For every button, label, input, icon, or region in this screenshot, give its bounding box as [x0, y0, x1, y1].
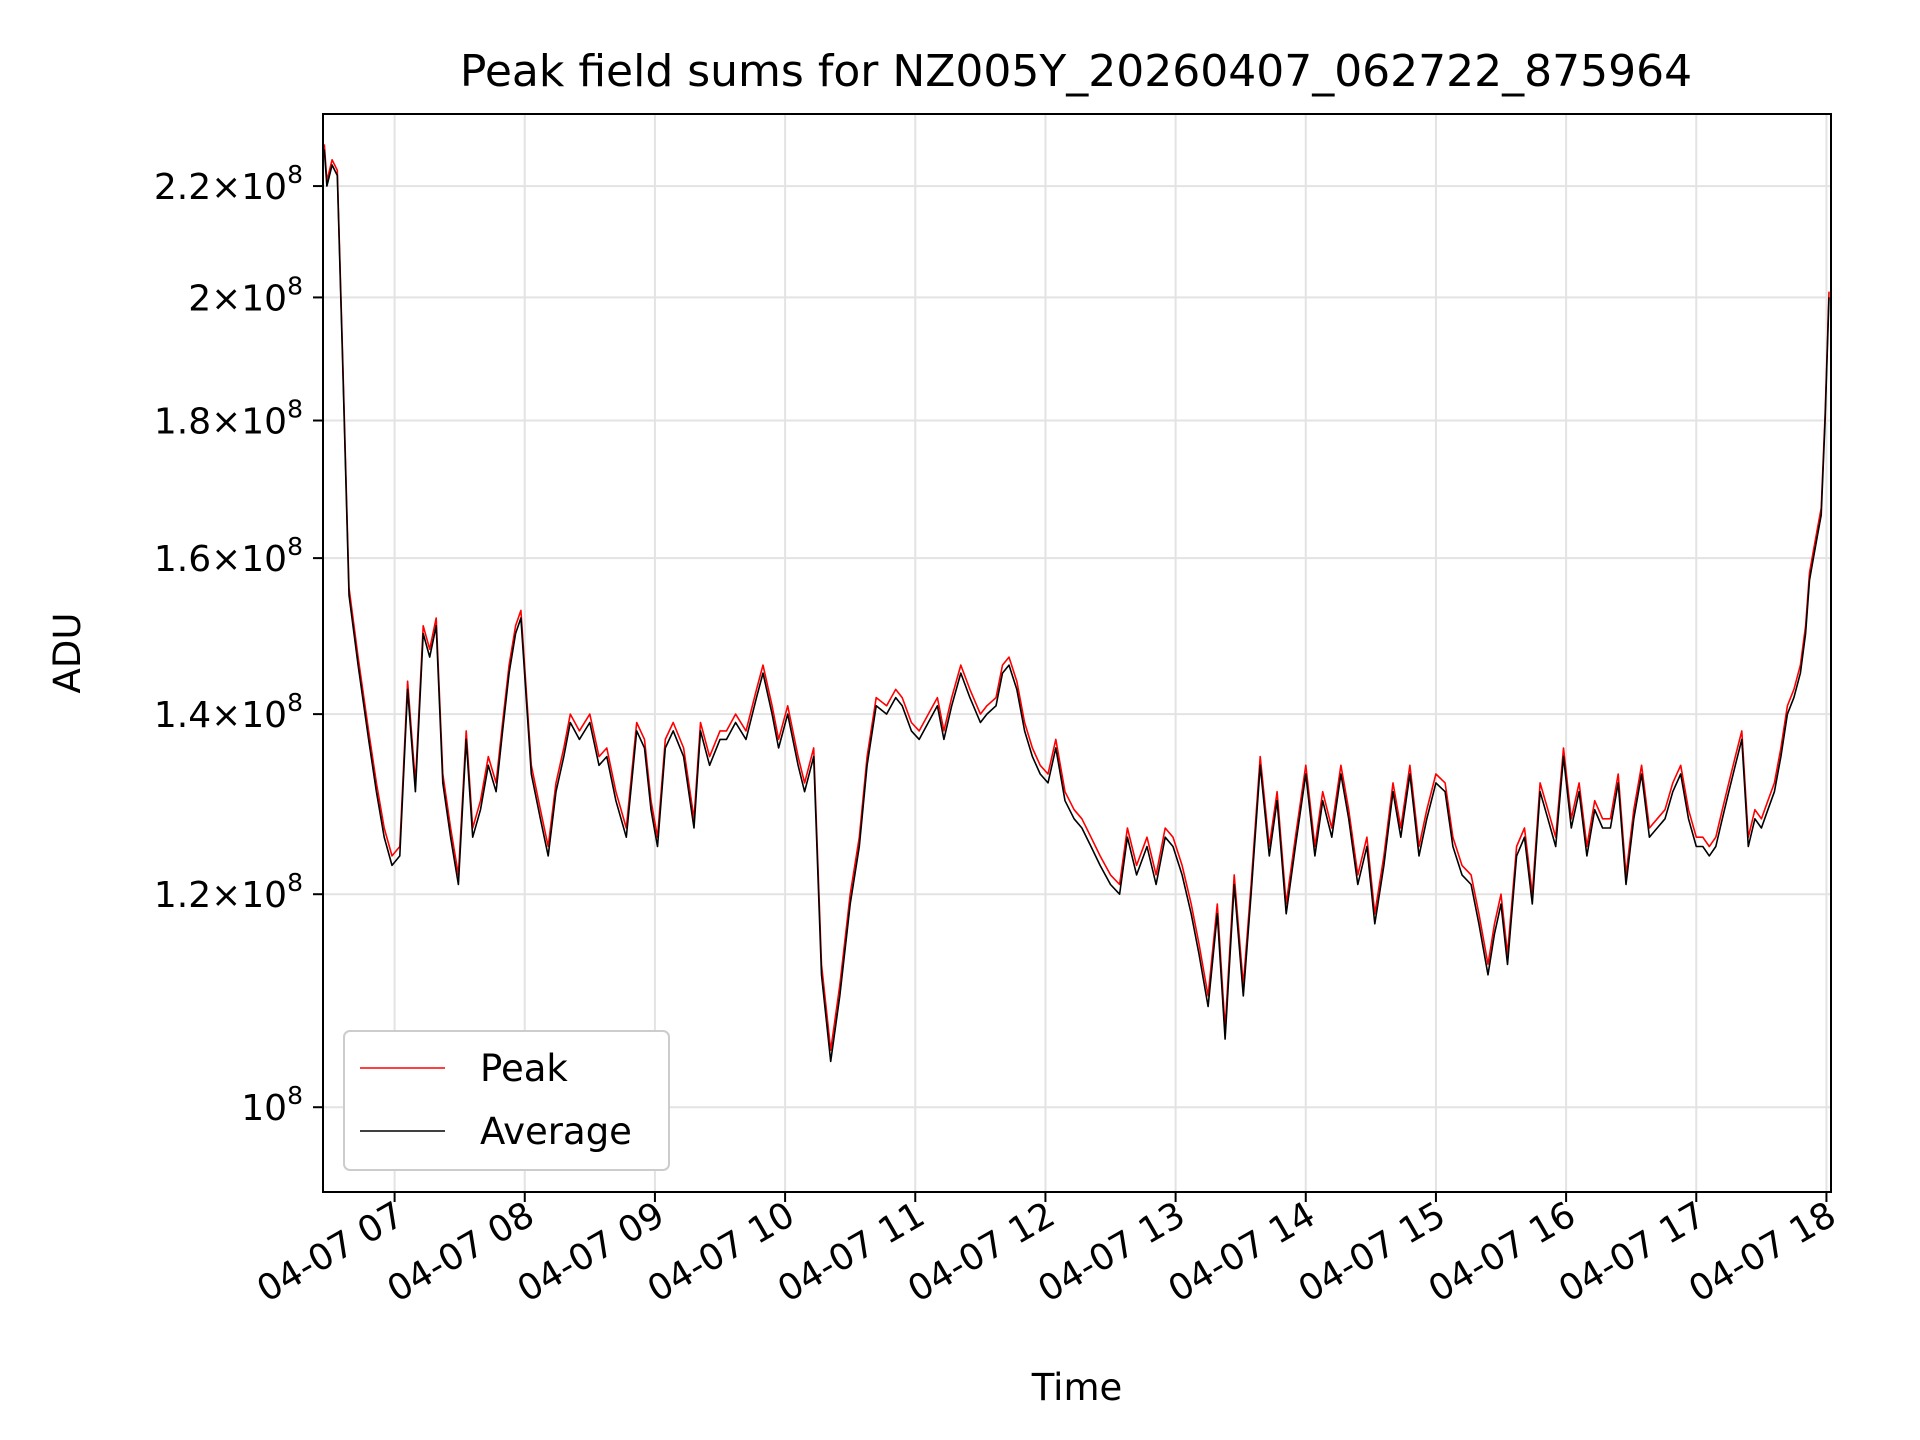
plot-series — [323, 144, 1830, 1063]
series-line-peak — [323, 144, 1830, 1051]
y-tick-label: 2.2×108 — [154, 160, 303, 208]
grid — [323, 114, 1831, 1192]
y-tick-label: 1.8×108 — [154, 395, 303, 443]
y-tick-label: 1.4×108 — [154, 688, 303, 736]
legend-label-average: Average — [480, 1110, 632, 1153]
y-tick-label: 2×108 — [188, 271, 303, 319]
legend-box — [343, 1030, 670, 1171]
y-axis-ticks: 108 1.2×108 1.4×108 1.6×108 1.8×108 2×108 2.2×… — [154, 160, 323, 1129]
plot-frame — [322, 113, 1832, 1193]
y-tick-label: 108 — [241, 1081, 303, 1129]
y-tick-label: 1.2×108 — [154, 868, 303, 916]
x-axis-label: Time — [1031, 1366, 1123, 1409]
chart-title: Peak field sums for NZ005Y_20260407_0627… — [460, 46, 1692, 97]
legend: Peak Average — [343, 1030, 670, 1171]
legend-label-peak: Peak — [480, 1047, 568, 1090]
y-tick-label: 1.6×108 — [154, 532, 303, 580]
series-line-average — [323, 149, 1830, 1063]
y-axis-label: ADU — [46, 613, 89, 694]
